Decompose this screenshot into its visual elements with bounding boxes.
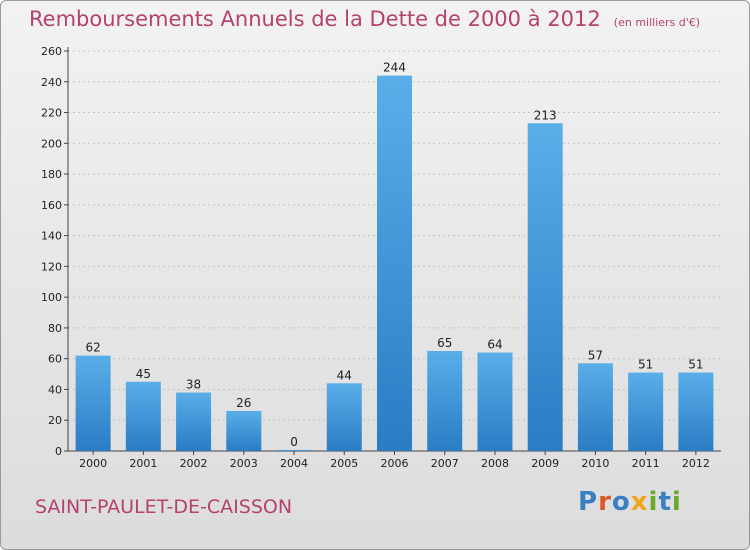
x-tick-label-2011: 2011: [632, 457, 660, 470]
bar-2001: [125, 381, 161, 451]
value-label-2005: 44: [337, 368, 352, 382]
logo-letter: x: [630, 487, 649, 517]
logo-letter: P: [578, 487, 599, 517]
y-tick-label: 20: [48, 414, 62, 427]
logo-letter: r: [598, 487, 612, 517]
y-tick-label: 0: [55, 445, 62, 458]
value-label-2007: 65: [437, 336, 452, 350]
bar-2004: [276, 450, 312, 451]
bar-2006: [377, 75, 412, 451]
value-label-2008: 64: [487, 338, 502, 352]
y-tick-label: 100: [41, 291, 62, 304]
x-tick-label-2002: 2002: [180, 457, 208, 470]
labels: 0204060801001201401601802002202402606220…: [41, 45, 710, 470]
bar-2011: [628, 372, 664, 451]
y-tick-label: 80: [48, 322, 62, 335]
value-label-2001: 45: [136, 367, 151, 381]
title-row: Remboursements Annuels de la Dette de 20…: [29, 7, 700, 31]
y-tick-label: 180: [41, 168, 62, 181]
value-label-2003: 26: [236, 396, 251, 410]
value-label-2004: 0: [290, 435, 298, 449]
value-label-2010: 57: [588, 348, 603, 362]
y-tick-label: 120: [41, 260, 62, 273]
value-label-2012: 51: [688, 358, 703, 372]
bar-2000: [75, 355, 111, 451]
bar-2002: [176, 392, 212, 451]
value-label-2011: 51: [638, 358, 653, 372]
value-label-2002: 38: [186, 378, 201, 392]
bar-2010: [577, 363, 613, 451]
x-tick-label-2000: 2000: [79, 457, 107, 470]
x-tick-label-2006: 2006: [381, 457, 409, 470]
x-tick-label-2004: 2004: [280, 457, 308, 470]
value-label-2006: 244: [383, 61, 406, 75]
x-tick-label-2009: 2009: [531, 457, 559, 470]
y-tick-label: 40: [48, 383, 62, 396]
logo-letter: i: [648, 487, 659, 517]
bar-2007: [427, 351, 463, 451]
x-tick-label-2012: 2012: [682, 457, 710, 470]
chart-unit: (en milliers d'€): [613, 16, 701, 29]
x-tick-label-2010: 2010: [581, 457, 609, 470]
logo-letter: t: [658, 487, 672, 517]
bars: [75, 75, 714, 452]
logo-letter: o: [611, 487, 631, 517]
x-tick-label-2003: 2003: [230, 457, 258, 470]
commune-name: SAINT-PAULET-DE-CAISSON: [35, 496, 293, 518]
bar-2008: [477, 352, 513, 451]
y-tick-label: 60: [48, 353, 62, 366]
y-tick-label: 160: [41, 199, 62, 212]
bar-2005: [326, 383, 362, 451]
y-tick-label: 220: [41, 107, 62, 120]
y-tick-label: 260: [41, 45, 62, 58]
bar-2003: [226, 411, 262, 451]
x-tick-label-2001: 2001: [129, 457, 157, 470]
x-tick-label-2005: 2005: [330, 457, 358, 470]
bar-2012: [678, 372, 714, 451]
proxiti-logo: Proxiti: [578, 487, 682, 517]
y-tick-label: 200: [41, 137, 62, 150]
y-tick-label: 240: [41, 76, 62, 89]
chart-title: Remboursements Annuels de la Dette de 20…: [29, 7, 601, 31]
x-tick-label-2008: 2008: [481, 457, 509, 470]
value-label-2009: 213: [534, 108, 557, 122]
logo-letter: i: [671, 487, 682, 517]
x-tick-label-2007: 2007: [431, 457, 459, 470]
bar-2009: [527, 123, 563, 452]
value-label-2000: 62: [85, 341, 100, 355]
y-tick-label: 140: [41, 230, 62, 243]
